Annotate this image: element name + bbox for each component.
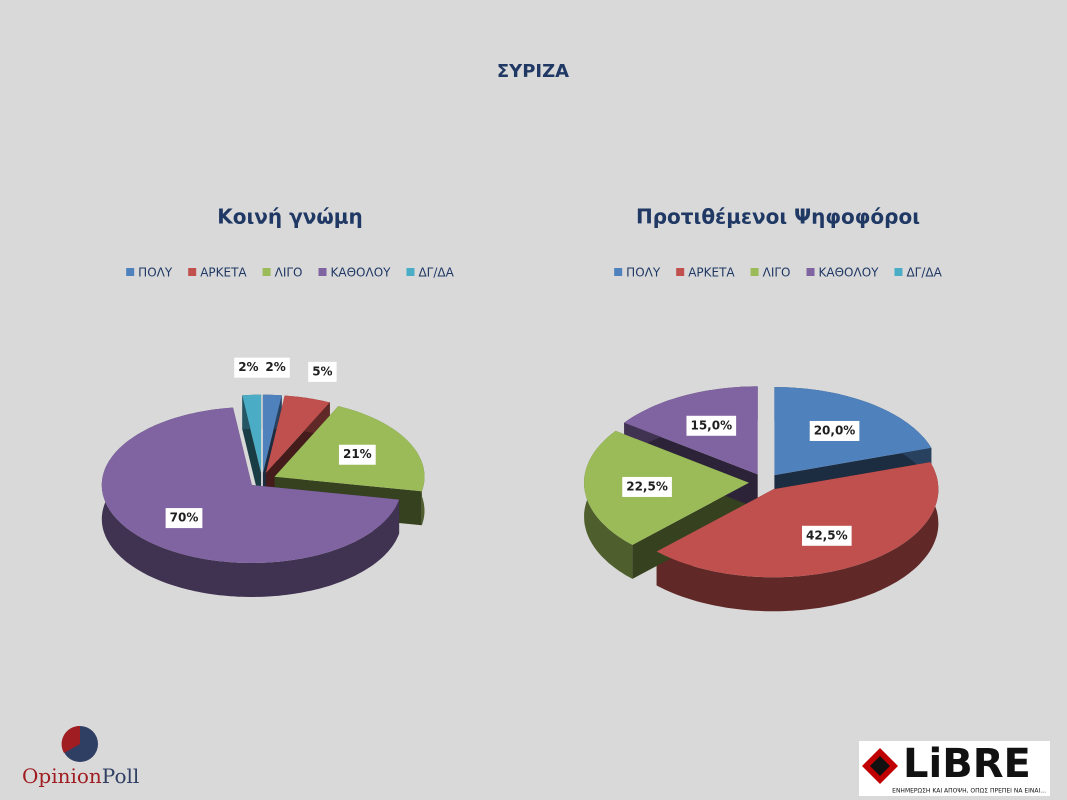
data-label: 20,0% <box>809 420 860 441</box>
chart-title: Προτιθέμενοι Ψηφοφόροι <box>636 205 920 229</box>
legend-swatch <box>318 268 327 276</box>
data-label: 2% <box>234 357 263 378</box>
data-label: 21% <box>338 444 376 465</box>
value-label: 70% <box>170 511 199 525</box>
legend-swatch <box>750 268 759 276</box>
legend-swatch <box>806 268 815 276</box>
legend-swatch <box>614 268 623 276</box>
slice <box>656 462 939 578</box>
data-label: 22,5% <box>622 476 672 497</box>
libre-logo: LiBRE ΕΝΗΜΕΡΩΣΗ ΚΑΙ ΑΠΟΨΗ, ΟΠΩΣ ΠΡΕΠΕΙ Ν… <box>859 741 1050 796</box>
data-label: 5% <box>308 361 337 382</box>
pie-labels: 2% 5% 21% 70% 2% <box>165 357 376 529</box>
data-label: 2% <box>261 357 290 378</box>
legend: ΠΟΛΥ ΑΡΚΕΤΑ ΛΙΓΟ ΚΑΘΟΛΟΥ ΔΓ/ΔΑ <box>126 266 455 280</box>
label-box <box>801 525 852 546</box>
slice <box>262 394 282 473</box>
value-label: 20,0% <box>814 423 856 437</box>
logo-wedge <box>61 725 80 753</box>
chart-title: Κοινή γνώμη <box>217 205 362 229</box>
libre-tagline: ΕΝΗΜΕΡΩΣΗ ΚΑΙ ΑΠΟΨΗ, ΟΠΩΣ ΠΡΕΠΕΙ ΝΑ ΕΙΝΑ… <box>892 788 1046 795</box>
label-box <box>338 444 376 465</box>
value-label: 22,5% <box>626 479 668 493</box>
label-box <box>809 420 860 441</box>
legend-swatch <box>894 268 903 276</box>
label-box <box>622 476 672 497</box>
legend-swatch <box>188 268 197 276</box>
legend-label: ΑΡΚΕΤΑ <box>200 266 247 280</box>
slice <box>265 395 330 473</box>
logo-text: OpinionPoll <box>22 764 139 788</box>
legend-label: ΚΑΘΟΛΟΥ <box>819 266 880 280</box>
legend: ΠΟΛΥ ΑΡΚΕΤΑ ΛΙΓΟ ΚΑΘΟΛΟΥ ΔΓ/ΔΑ <box>614 266 943 280</box>
logo-poll: Poll <box>102 764 139 788</box>
slice-side <box>656 462 939 612</box>
legend-swatch <box>406 268 415 276</box>
legend-label: ΠΟΛΥ <box>626 266 661 280</box>
opinionpoll-logo: OpinionPoll <box>22 725 139 788</box>
slice-edge <box>632 482 749 579</box>
legend-label: ΑΡΚΕΤΑ <box>688 266 735 280</box>
label-box <box>234 357 263 378</box>
legend-label: ΔΓ/ΔΑ <box>418 266 454 280</box>
legend-label: ΛΙΓΟ <box>275 266 303 280</box>
legend-label: ΔΓ/ΔΑ <box>906 266 942 280</box>
legend-swatch <box>262 268 271 276</box>
legend-swatch <box>126 268 135 276</box>
legend-label: ΠΟΛΥ <box>138 266 173 280</box>
label-box <box>686 415 737 436</box>
libre-text: LiBRE <box>903 741 1031 787</box>
data-label: 15,0% <box>686 415 737 436</box>
label-box <box>261 357 290 378</box>
label-box <box>308 361 337 382</box>
data-label: 42,5% <box>801 525 852 546</box>
libre-icon-inner <box>870 756 890 776</box>
value-label: 5% <box>312 364 332 378</box>
slide-title: ΣΥΡΙΖΑ <box>497 61 569 82</box>
label-box <box>165 508 203 529</box>
pie-labels: 20,0% 42,5% 22,5% 15,0% <box>622 415 860 546</box>
value-label: 2% <box>238 360 258 374</box>
value-label: 42,5% <box>806 528 848 542</box>
legend-label: ΚΑΘΟΛΟΥ <box>331 266 392 280</box>
value-label: 2% <box>265 360 285 374</box>
legend-label: ΛΙΓΟ <box>763 266 791 280</box>
value-label: 21% <box>343 447 372 461</box>
legend-swatch <box>676 268 685 276</box>
logo-opinion: Opinion <box>22 764 102 788</box>
slice <box>242 394 262 473</box>
data-label: 70% <box>165 508 203 529</box>
value-label: 15,0% <box>690 418 732 432</box>
